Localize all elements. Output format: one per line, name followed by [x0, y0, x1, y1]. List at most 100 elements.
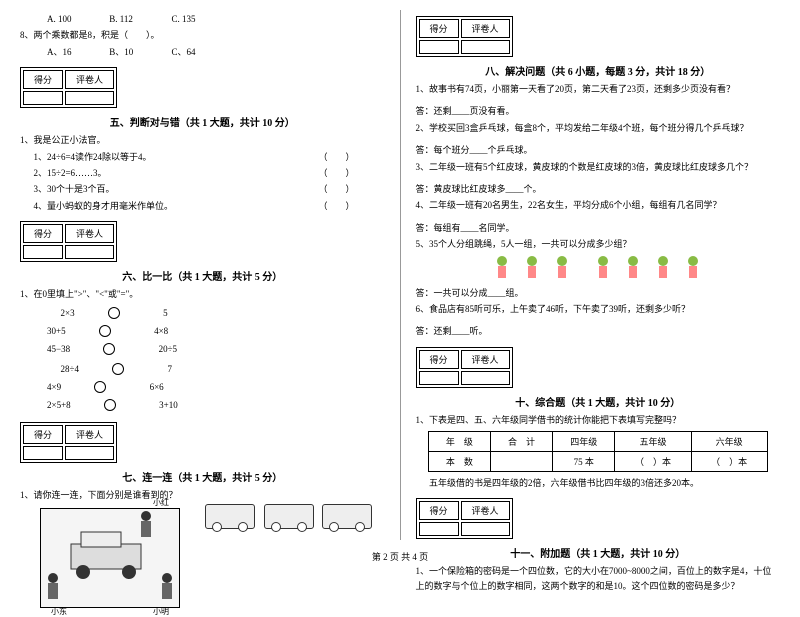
lhs: 28÷4 [47, 360, 79, 378]
lhs: 30+5 [34, 322, 66, 340]
comp-row-2: 28÷4 7 4×9 6×6 2×5+8 3+10 [20, 360, 385, 414]
circle-blank [112, 363, 124, 375]
s5-q1: 1、我是公正小法官。 [20, 133, 385, 147]
th: 年 级 [428, 432, 490, 452]
paren: （ ） [305, 150, 355, 164]
person-icon [45, 573, 61, 603]
td: 本 数 [428, 452, 490, 472]
q8-options: A、16 B、10 C、64 [20, 45, 385, 59]
stem: 2、15÷2=6……3。 [34, 168, 107, 178]
rhs: 6×6 [136, 378, 164, 396]
s10-q1: 1、下表是四、五、六年级同学借书的统计你能把下表填写完整吗？ [416, 413, 781, 427]
circle-blank [103, 343, 115, 355]
s8-q4: 4、二年级一班有20名男生，22名女生，平均分成6个小组，每组有几名同学？ [416, 198, 781, 212]
kids-image [416, 256, 781, 282]
s5-1d: 4、量小蚂蚁的身才用毫米作单位。 （ ） [20, 199, 385, 213]
kid-icon [624, 256, 642, 280]
s8-q6: 6、食品店有85听可乐，上午卖了46听，下午卖了39听，还剩多少听？ [416, 302, 781, 316]
rhs: 5 [150, 304, 168, 322]
td: 75 本 [553, 452, 615, 472]
page-footer: 第 2 页 共 4 页 [0, 550, 800, 563]
circle-blank [104, 399, 116, 411]
td: （ ）本 [615, 452, 691, 472]
kid-icon [523, 256, 541, 280]
s7-q1: 1、请你连一连，下面分别是谁看到的？ [20, 488, 385, 502]
s8-a5: 答：一共可以分成____组。 [416, 286, 781, 300]
grader-label: 评卷人 [65, 224, 114, 243]
lhs: 45−38 [34, 340, 71, 358]
td: （ ）本 [691, 452, 767, 472]
score-box-8: 得分评卷人 [416, 16, 513, 57]
s8-a2: 答：每个班分____个乒乓球。 [416, 143, 781, 157]
section-5-title: 五、判断对与错（共 1 大题，共计 10 分） [20, 114, 385, 129]
s8-q1: 1、故事书有74页，小丽第一天看了20页，第二天看了23页，还剩多少页没有看？ [416, 82, 781, 96]
s8-q2: 2、学校买回3盒乒乓球，每盒8个，平均发给二年级4个班，每个班分得几个乒乓球？ [416, 121, 781, 135]
label-xiaohong: 小红 [153, 497, 169, 508]
person-icon [159, 573, 175, 603]
s8-a4: 答：每组有____名同学。 [416, 221, 781, 235]
rhs: 3+10 [146, 396, 178, 414]
grader-label: 评卷人 [65, 70, 114, 89]
opt-b: B、10 [96, 45, 156, 59]
grader-label: 评卷人 [461, 350, 510, 369]
van-icon [322, 504, 372, 529]
person-icon [138, 511, 154, 541]
th: 合 计 [490, 432, 552, 452]
lhs: 2×3 [47, 304, 75, 322]
rhs: 20÷5 [145, 340, 177, 358]
grader-label: 评卷人 [65, 425, 114, 444]
s5-1b: 2、15÷2=6……3。（ ） [20, 166, 385, 180]
paren: （ ） [305, 199, 355, 213]
kid-icon [684, 256, 702, 280]
score-box-6: 得分评卷人 [20, 221, 117, 262]
score-box-10: 得分评卷人 [416, 347, 513, 388]
opt-a: A、16 [34, 45, 94, 59]
s8-q5: 5、35个人分组跳绳，5人一组，一共可以分成多少组？ [416, 237, 781, 251]
s10-note: 五年级借的书是四年级的2倍，六年级借书比四年级的3倍还多20本。 [416, 476, 781, 490]
s8-a1: 答：还剩____页没有看。 [416, 104, 781, 118]
opt-c: C. 135 [158, 12, 218, 26]
stem: 4、量小蚂蚁的身才用毫米作单位。 [34, 201, 174, 211]
score-label: 得分 [419, 501, 459, 520]
column-divider [400, 10, 401, 540]
paren: （ ） [305, 182, 355, 196]
q8-text: 8、两个乘数都是8，积是（ ）。 [20, 28, 385, 42]
right-column: 得分评卷人 八、解决问题（共 6 小题，每题 3 分，共计 18 分） 1、故事… [416, 10, 781, 540]
section-10-title: 十、综合题（共 1 大题，共计 10 分） [416, 394, 781, 409]
s5-1c: 3、30个十是3个百。 （ ） [20, 182, 385, 196]
section-6-title: 六、比一比（共 1 大题，共计 5 分） [20, 268, 385, 283]
kid-icon [594, 256, 612, 280]
q7-options: A. 100 B. 112 C. 135 [20, 12, 385, 26]
th: 五年级 [615, 432, 691, 452]
van-icon [205, 504, 255, 529]
circle-blank [108, 307, 120, 319]
section-8-title: 八、解决问题（共 6 小题，每题 3 分，共计 18 分） [416, 63, 781, 78]
kid-icon [553, 256, 571, 280]
rhs: 7 [154, 360, 172, 378]
circle-blank [99, 325, 111, 337]
score-label: 得分 [419, 350, 459, 369]
grader-label: 评卷人 [461, 501, 510, 520]
score-box-11: 得分评卷人 [416, 498, 513, 539]
rhs: 4×8 [141, 322, 169, 340]
stem: 3、30个十是3个百。 [34, 184, 115, 194]
s8-q3: 3、二年级一班有5个红皮球，黄皮球的个数是红皮球的3倍，黄皮球比红皮球多几个？ [416, 160, 781, 174]
score-label: 得分 [23, 224, 63, 243]
circle-blank [94, 381, 106, 393]
score-label: 得分 [23, 425, 63, 444]
section-7-title: 七、连一连（共 1 大题，共计 5 分） [20, 469, 385, 484]
lhs: 4×9 [34, 378, 62, 396]
lhs: 2×5+8 [34, 396, 71, 414]
s6-q1: 1、在0里填上">"、"<"或"="。 [20, 287, 385, 301]
comp-row-1: 2×3 5 30+5 4×8 45−38 20÷5 [20, 304, 385, 358]
s11-q1: 1、一个保险箱的密码是一个四位数，它的大小在7000~8000之间，百位上的数字… [416, 564, 781, 593]
left-column: A. 100 B. 112 C. 135 8、两个乘数都是8，积是（ ）。 A、… [20, 10, 385, 540]
label-xiaoming: 小明 [153, 606, 169, 617]
kid-icon [654, 256, 672, 280]
stem: 1、24÷6=4读作24除以等于4。 [34, 152, 152, 162]
kid-icon [493, 256, 511, 280]
score-box-5: 得分评卷人 [20, 67, 117, 108]
s8-a3: 答：黄皮球比红皮球多____个。 [416, 182, 781, 196]
grade-table: 年 级合 计四年级五年级六年级 本 数75 本（ ）本（ ）本 [428, 431, 768, 472]
grader-label: 评卷人 [461, 19, 510, 38]
